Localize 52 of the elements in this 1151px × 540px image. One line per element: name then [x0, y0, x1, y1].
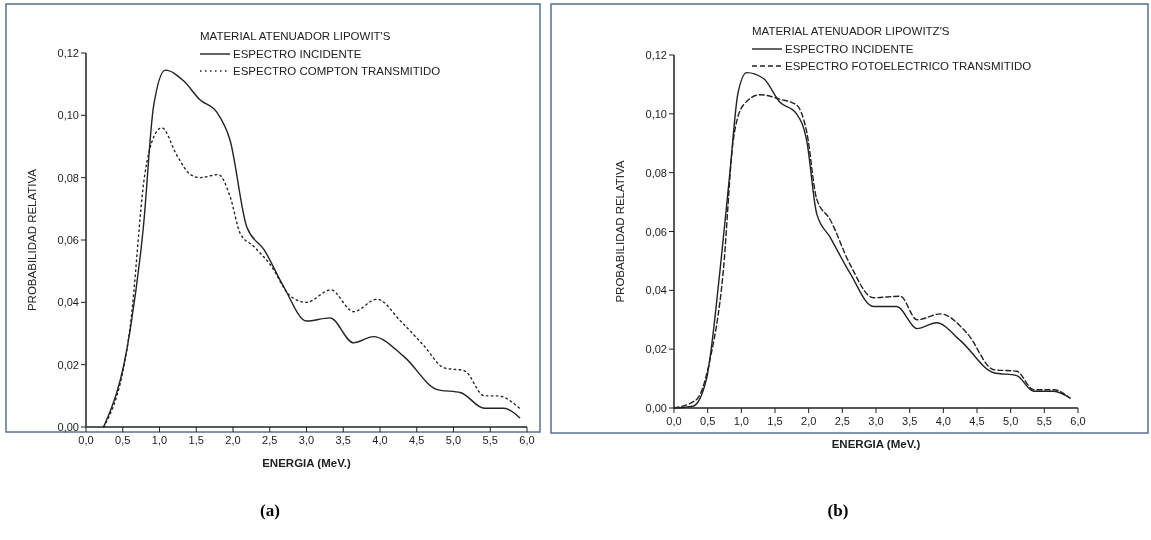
x-tick-label: 0,5: [115, 434, 131, 446]
x-tick-label: 2,0: [801, 415, 817, 427]
legend-label: ESPECTRO INCIDENTE: [233, 48, 362, 60]
x-tick-label: 4,0: [372, 434, 388, 446]
legend-label: ESPECTRO FOTOELECTRICO TRANSMITIDO: [785, 60, 1032, 72]
x-tick-label: 3,5: [902, 415, 918, 427]
x-tick-label: 3,5: [335, 434, 351, 446]
y-tick-label: 0,00: [645, 402, 667, 414]
legend-label: ESPECTRO INCIDENTE: [785, 43, 914, 55]
x-tick-label: 5,5: [482, 434, 498, 446]
y-tick-label: 0,02: [645, 343, 667, 356]
legend-label: ESPECTRO COMPTON TRANSMITIDO: [233, 65, 441, 77]
x-tick-label: 0,0: [666, 415, 682, 427]
x-tick-label: 4,0: [935, 415, 951, 427]
x-tick-label: 2,0: [225, 434, 241, 446]
x-tick-label: 3,0: [868, 415, 884, 427]
legend-title: MATERIAL ATENUADOR LIPOWITZ'S: [752, 25, 950, 37]
y-tick-label: 0,06: [645, 225, 667, 238]
x-tick-label: 5,5: [1036, 415, 1052, 427]
y-tick-label: 0,02: [57, 358, 79, 371]
y-tick-label: 0,08: [57, 171, 79, 184]
x-tick-label: 4,5: [409, 434, 425, 446]
y-axis-title: PROBABILIDAD RELATIVA: [614, 160, 626, 303]
x-tick-label: 4,5: [969, 415, 985, 427]
x-axis-title: ENERGIA (MeV.): [262, 457, 351, 469]
x-tick-label: 5,0: [445, 434, 462, 446]
y-tick-label: 0,10: [645, 107, 667, 120]
y-axis-title: PROBABILIDAD RELATIVA: [26, 168, 38, 312]
y-tick-label: 0,12: [645, 49, 667, 61]
y-tick-label: 0,08: [645, 166, 667, 179]
x-tick-label: 1,5: [767, 415, 783, 427]
y-tick-label: 0,12: [57, 47, 79, 59]
x-tick-label: 1,5: [188, 434, 204, 446]
x-tick-label: 6,0: [519, 434, 535, 446]
x-tick-label: 0,0: [78, 434, 94, 446]
y-tick-label: 0,10: [57, 109, 79, 122]
y-tick-label: 0,04: [645, 284, 667, 297]
text: (a): [260, 501, 280, 520]
y-tick-label: 0,06: [57, 234, 79, 246]
y-tick-label: 0,00: [57, 421, 79, 433]
x-axis-title: ENERGIA (MeV.): [831, 438, 921, 450]
y-tick-label: 0,04: [57, 296, 79, 309]
x-tick-label: 0,5: [700, 415, 716, 427]
x-tick-label: 3,0: [298, 434, 315, 446]
x-tick-label: 5,0: [1003, 415, 1019, 427]
x-tick-label: 1,0: [733, 415, 749, 427]
text: (b): [827, 501, 849, 520]
x-tick-label: 1,0: [151, 434, 168, 446]
x-tick-label: 2,5: [834, 415, 850, 427]
x-tick-label: 2,5: [262, 434, 278, 446]
legend-title: MATERIAL ATENUADOR LIPOWIT'S: [200, 30, 391, 42]
x-tick-label: 6,0: [1070, 415, 1086, 427]
